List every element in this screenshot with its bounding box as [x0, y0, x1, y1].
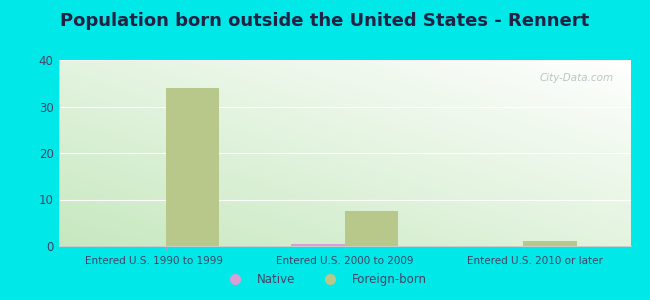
- Bar: [291, 244, 344, 246]
- Bar: [523, 241, 577, 246]
- Text: City-Data.com: City-Data.com: [540, 73, 614, 83]
- Text: Entered U.S. 2000 to 2009: Entered U.S. 2000 to 2009: [276, 256, 413, 266]
- Legend: Native, Foreign-born: Native, Foreign-born: [219, 269, 431, 291]
- Text: Entered U.S. 1990 to 1999: Entered U.S. 1990 to 1999: [85, 256, 223, 266]
- Bar: [344, 211, 398, 246]
- Text: Entered U.S. 2010 or later: Entered U.S. 2010 or later: [467, 256, 603, 266]
- Text: Population born outside the United States - Rennert: Population born outside the United State…: [60, 12, 590, 30]
- Bar: [166, 88, 220, 246]
